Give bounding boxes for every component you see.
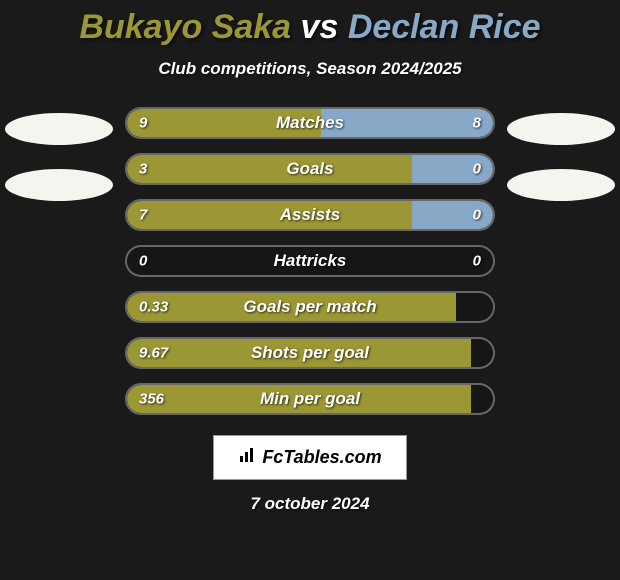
stat-bar: 0 0Hattricks [125,245,495,277]
bar-value-right: 0 [473,207,481,224]
right-avatar-col [507,107,615,201]
date-text: 7 october 2024 [250,494,369,514]
footer: FcTables.com 7 october 2024 [213,435,406,514]
bar-fill-right [321,109,493,137]
bar-fill-left [127,385,471,413]
subtitle: Club competitions, Season 2024/2025 [158,59,461,79]
bars-col: 98Matches30Goals70Assists00Hattricks0.33… [125,107,495,415]
bar-fill-left [127,339,471,367]
left-avatar-col [5,107,113,201]
player2-avatar [507,113,615,145]
bar-value-left: 9 [139,115,147,132]
stat-bar: 98Matches [125,107,495,139]
stat-bar: 9.67Shots per goal [125,337,495,369]
player2-name: Declan Rice [348,8,541,46]
bar-value-left: 0 [139,253,147,270]
bar-value-right: 8 [473,115,481,132]
stat-bar: 70Assists [125,199,495,231]
main-row: 98Matches30Goals70Assists00Hattricks0.33… [0,107,620,415]
bar-fill-left [127,201,412,229]
stat-bar: 0.33Goals per match [125,291,495,323]
player1-name: Bukayo Saka [79,8,291,46]
player2-club-avatar [507,169,615,201]
bar-fill-left [127,155,412,183]
bar-value-right: 0 [473,253,481,270]
bar-value-left: 3 [139,161,147,178]
stat-bar: 356Min per goal [125,383,495,415]
vs-text: vs [301,8,339,46]
comparison-card: Bukayo Saka vs Declan Rice Club competit… [0,0,620,580]
bar-value-right: 0 [473,161,481,178]
bar-value-left: 356 [139,391,164,408]
source-logo[interactable]: FcTables.com [213,435,406,480]
bar-value-left: 0.33 [139,299,168,316]
bar-value-left: 9.67 [139,345,168,362]
page-title: Bukayo Saka vs Declan Rice [79,8,540,47]
bar-fill-left [127,293,456,321]
bar-label: Hattricks [127,251,493,271]
bar-value-left: 7 [139,207,147,224]
logo-text: FcTables.com [262,447,381,468]
player1-club-avatar [5,169,113,201]
bar-fill-left [127,109,321,137]
chart-icon [238,446,256,469]
player1-avatar [5,113,113,145]
stat-bar: 30Goals [125,153,495,185]
